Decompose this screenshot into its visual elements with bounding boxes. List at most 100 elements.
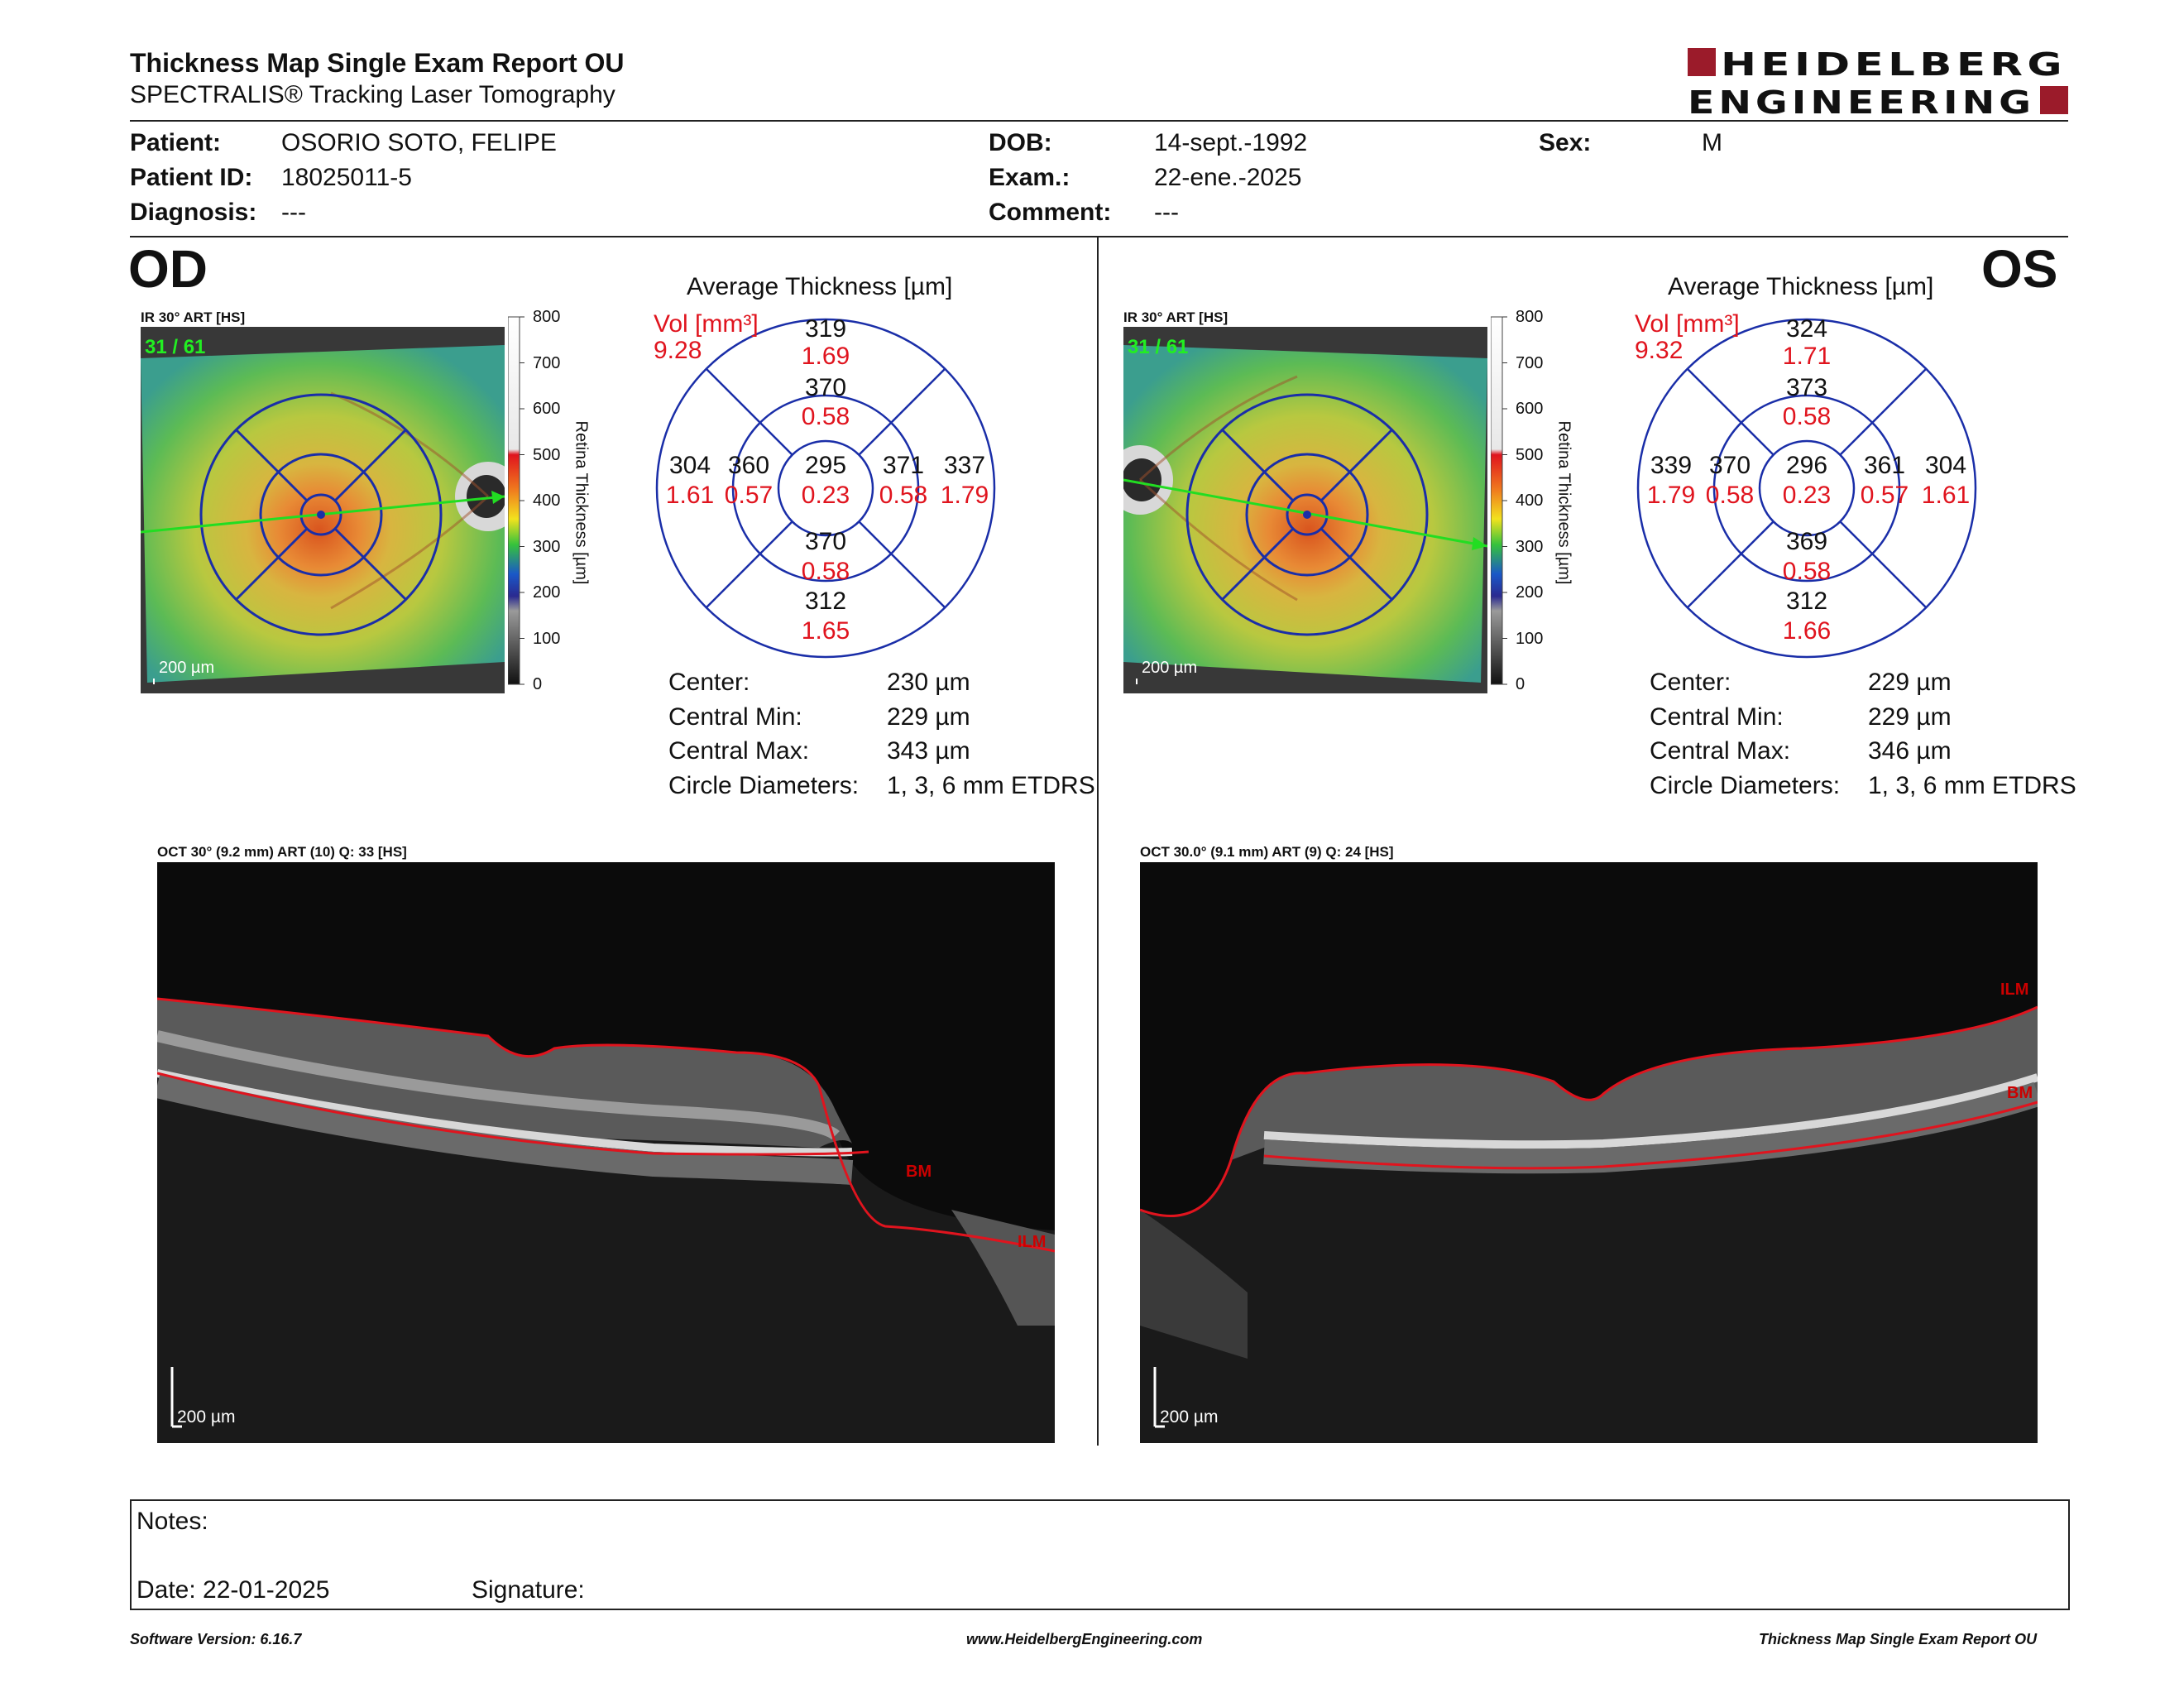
notes-label: Notes: — [136, 1508, 208, 1535]
date-label: Date: 22-01-2025 — [136, 1576, 330, 1604]
os-scale-label: 200 µm — [1142, 659, 1197, 677]
os-outer-inf-thickness: 312 — [1785, 587, 1828, 615]
os-outer-sup-thickness: 324 — [1785, 315, 1828, 343]
os-central-max-value: 346 µm — [1868, 737, 1952, 765]
od-cbar-tick-500: 500 — [533, 446, 561, 464]
os-cbar-label: Retina Thickness [µm] — [1554, 420, 1573, 585]
od-central-max-value: 343 µm — [887, 737, 970, 765]
os-circle-diam-label: Circle Diameters: — [1650, 772, 1841, 799]
od-inner-right-volume: 0.58 — [879, 482, 928, 509]
od-inner-inf-thickness: 370 — [804, 528, 847, 555]
od-outer-right-volume: 1.79 — [940, 482, 989, 509]
os-cbar-tick-600: 600 — [1516, 400, 1544, 418]
od-avg-title: Average Thickness [µm] — [687, 273, 953, 300]
os-cbar-tick-500: 500 — [1516, 446, 1544, 464]
logo-square-top — [1688, 48, 1716, 76]
os-inner-left-thickness: 370 — [1708, 452, 1751, 479]
os-outer-inf-volume: 1.66 — [1782, 617, 1832, 645]
footer-report-name: Thickness Map Single Exam Report OU — [1759, 1631, 2038, 1647]
os-vol-value: 9.32 — [1635, 337, 1684, 364]
od-center-label: Center: — [668, 669, 750, 696]
os-vol-label: Vol [mm³] — [1635, 310, 1740, 338]
od-cbar-tick-0: 0 — [533, 675, 543, 693]
od-cbar-tick-700: 700 — [533, 354, 561, 372]
od-ir-label: IR 30° ART [HS] — [141, 309, 246, 325]
od-cbar-tick-800: 800 — [533, 308, 561, 326]
os-oct-scan: ILM BM 200 µm — [1139, 862, 2042, 1443]
od-thickness-map: 31 / 61 200 µm — [140, 327, 521, 693]
os-central-max-label: Central Max: — [1650, 737, 1791, 765]
os-cbar-tick-300: 300 — [1516, 538, 1544, 556]
os-outer-left-volume: 1.79 — [1646, 482, 1696, 509]
os-inner-inf-thickness: 369 — [1785, 528, 1828, 555]
os-ir-label: IR 30° ART [HS] — [1123, 309, 1228, 325]
os-avg-title: Average Thickness [µm] — [1668, 273, 1934, 300]
os-central-min-label: Central Min: — [1650, 703, 1784, 731]
divider-info — [130, 236, 2068, 237]
diagnosis-label: Diagnosis: — [130, 199, 257, 226]
od-inner-sup-volume: 0.58 — [801, 403, 850, 430]
od-outer-sup-volume: 1.69 — [801, 343, 850, 370]
logo-text-2: ENGINEERING — [1688, 84, 2035, 117]
notes-box — [130, 1499, 2070, 1610]
os-frame-counter: 31 / 61 — [1128, 336, 1188, 358]
od-oct-scale: 200 µm — [177, 1407, 235, 1427]
dob-label: DOB: — [989, 129, 1052, 156]
patient-id-label: Patient ID: — [130, 164, 253, 191]
od-center-value: 230 µm — [887, 669, 970, 696]
os-fundus-image: 31 / 61 200 µm — [1107, 327, 1488, 693]
od-scale-label: 200 µm — [159, 659, 214, 677]
patient-id-value: 18025011-5 — [281, 164, 412, 191]
od-outer-right-thickness: 337 — [943, 452, 986, 479]
od-cbar-tick-300: 300 — [533, 538, 561, 556]
comment-label: Comment: — [989, 199, 1112, 226]
report-subtitle: SPECTRALIS® Tracking Laser Tomography — [130, 81, 615, 108]
os-eye-label: OS — [1981, 239, 2058, 299]
od-outer-left-volume: 1.61 — [665, 482, 715, 509]
os-cbar-tick-200: 200 — [1516, 583, 1544, 602]
od-cbar-tick-400: 400 — [533, 492, 561, 510]
od-inner-left-volume: 0.57 — [724, 482, 774, 509]
os-ilm-label: ILM — [2000, 981, 2028, 999]
od-inner-inf-volume: 0.58 — [801, 558, 850, 585]
od-bm-label: BM — [906, 1163, 932, 1181]
os-central-min-value: 229 µm — [1868, 703, 1952, 731]
comment-value: --- — [1154, 199, 1179, 226]
od-outer-inf-volume: 1.65 — [801, 617, 850, 645]
os-thickness-map: 31 / 61 200 µm — [1107, 327, 1488, 693]
os-oct-scale: 200 µm — [1160, 1407, 1218, 1427]
od-cbar-tick-200: 200 — [533, 583, 561, 602]
divider-vertical — [1097, 237, 1099, 1446]
exam-label: Exam.: — [989, 164, 1070, 191]
os-cbar-tick-400: 400 — [1516, 492, 1544, 510]
od-central-min-value: 229 µm — [887, 703, 970, 731]
od-frame-counter: 31 / 61 — [145, 336, 205, 358]
os-outer-left-thickness: 339 — [1650, 452, 1693, 479]
patient-label: Patient: — [130, 129, 222, 156]
od-central-min-label: Central Min: — [668, 703, 802, 731]
os-center-volume: 0.23 — [1782, 482, 1832, 509]
od-outer-inf-thickness: 312 — [804, 587, 847, 615]
os-colorbar — [1490, 314, 1590, 695]
od-circle-diam-value: 1, 3, 6 mm ETDRS — [887, 772, 1095, 799]
os-inner-right-thickness: 361 — [1863, 452, 1906, 479]
od-ilm-label: ILM — [1018, 1233, 1046, 1251]
od-cbar-tick-600: 600 — [533, 400, 561, 418]
website-link[interactable]: www.HeidelbergEngineering.com — [966, 1631, 1203, 1647]
os-outer-sup-volume: 1.71 — [1782, 343, 1832, 370]
logo-graphic: HEIDELBERG ENGINEERING — [1688, 46, 2068, 121]
od-cbar-tick-100: 100 — [533, 630, 561, 648]
patient-value: OSORIO SOTO, FELIPE — [281, 129, 557, 156]
od-center-thickness: 295 — [804, 452, 847, 479]
os-cbar-tick-800: 800 — [1516, 308, 1544, 326]
signature-label: Signature: — [472, 1576, 585, 1604]
od-vol-label: Vol [mm³] — [654, 310, 759, 338]
sex-label: Sex: — [1539, 129, 1592, 156]
os-cbar-tick-100: 100 — [1516, 630, 1544, 648]
os-center-thickness: 296 — [1785, 452, 1828, 479]
od-inner-right-thickness: 371 — [882, 452, 925, 479]
os-inner-inf-volume: 0.58 — [1782, 558, 1832, 585]
exam-value: 22-ene.-2025 — [1154, 164, 1302, 191]
os-circle-diam-value: 1, 3, 6 mm ETDRS — [1868, 772, 2076, 799]
logo-square-bottom — [2040, 86, 2068, 114]
